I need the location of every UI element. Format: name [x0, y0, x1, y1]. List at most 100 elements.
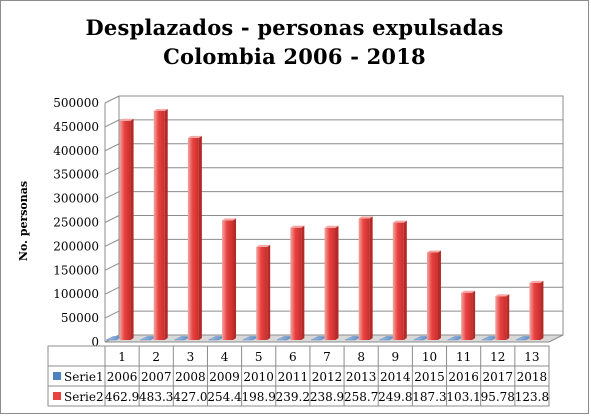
data-table-cell: 103.1 — [446, 390, 480, 404]
y-tick-label: 400000 — [53, 144, 99, 158]
data-table-cell: 427.0 — [173, 390, 207, 404]
data-table-cell: 2017 — [482, 370, 513, 384]
gridline — [104, 238, 563, 247]
bar-serie2 — [426, 252, 438, 340]
bar-serie2-top — [187, 135, 202, 138]
data-table-cell: 2009 — [209, 370, 240, 384]
data-table-cell: 123.8 — [515, 390, 549, 404]
y-tick-label: 0 — [91, 335, 99, 349]
data-table-cell: 2015 — [414, 370, 445, 384]
bar-serie2-top — [426, 250, 441, 253]
bar-serie2-side — [233, 218, 237, 340]
bar-serie2-side — [403, 220, 407, 340]
gridline — [104, 95, 563, 104]
bar-serie2 — [358, 218, 370, 340]
bar-serie2-side — [437, 250, 441, 340]
x-tick-label: 3 — [187, 350, 195, 364]
bar-serie2 — [529, 282, 541, 340]
data-table-cell: 2018 — [517, 370, 548, 384]
y-tick-label: 500000 — [53, 96, 99, 110]
bar-serie2-side — [130, 118, 134, 341]
x-tick-label: 11 — [456, 350, 471, 364]
gridline — [104, 262, 563, 271]
bar-serie2-side — [198, 135, 202, 340]
data-table-cell: 483.3 — [139, 390, 173, 404]
y-tick-label: 150000 — [53, 263, 99, 277]
bar-serie2-side — [540, 280, 544, 340]
y-tick-label: 250000 — [53, 216, 99, 230]
bar-serie2-top — [461, 290, 476, 293]
x-tick-label: 7 — [323, 350, 331, 364]
data-table-cell: 187.3 — [412, 390, 446, 404]
gridline — [104, 143, 563, 152]
data-table-cell: 198.9 — [242, 390, 276, 404]
data-table-cell: 2007 — [141, 370, 172, 384]
data-table-cell: 2013 — [346, 370, 377, 384]
x-tick-label: 2 — [152, 350, 160, 364]
bar-serie2 — [495, 296, 507, 340]
bar-serie2 — [461, 292, 473, 340]
x-tick-label: 5 — [255, 350, 263, 364]
x-tick-label: 8 — [357, 350, 365, 364]
bar-serie2-top — [529, 280, 544, 283]
data-table-cell: 2010 — [243, 370, 274, 384]
bar-serie2-side — [335, 225, 339, 340]
bar-serie2-top — [392, 220, 407, 223]
bar-serie2-top — [324, 225, 339, 228]
y-tick-label: 450000 — [53, 120, 99, 134]
bar-serie2-side — [369, 216, 373, 340]
bar-serie2 — [187, 137, 199, 340]
gridline — [104, 215, 563, 223]
chart-title-line-1: Desplazados - personas expulsadas — [85, 15, 504, 40]
data-table-cell: 2016 — [448, 370, 479, 384]
x-tick-label: 10 — [422, 350, 437, 364]
bar-serie2-top — [153, 108, 168, 111]
data-table-cell: 95.78 — [481, 390, 515, 404]
x-tick-label: 6 — [289, 350, 297, 364]
bar-serie2-top — [222, 218, 237, 221]
data-table-cell: 2014 — [380, 370, 411, 384]
x-tick-label: 13 — [524, 350, 539, 364]
data-table-cell: 2008 — [175, 370, 206, 384]
bar-serie2 — [119, 120, 131, 341]
data-table-cell: 239.2 — [276, 390, 310, 404]
gridline — [104, 310, 563, 319]
data-table-border — [47, 345, 550, 407]
data-table-cell: 238.9 — [310, 390, 344, 404]
y-tick-label: 300000 — [53, 192, 99, 206]
data-table-cell: 2012 — [312, 370, 343, 384]
legend-swatch — [53, 392, 61, 400]
y-tick-label: 50000 — [61, 311, 99, 325]
x-tick-label: 9 — [391, 350, 399, 364]
bar-serie2-side — [506, 294, 510, 340]
data-table-cell: 249.8 — [378, 390, 412, 404]
data-table-cell: 258.7 — [344, 390, 378, 404]
x-tick-label: 12 — [490, 350, 505, 364]
legend-swatch — [53, 372, 61, 380]
x-tick-label: 4 — [221, 350, 229, 364]
x-tick-label: 1 — [118, 350, 126, 364]
bar-serie2-side — [267, 244, 271, 340]
chart-title-line-2: Colombia 2006 - 2018 — [163, 44, 426, 69]
bar-serie2-side — [164, 108, 168, 340]
legend-label: Serie1 — [64, 370, 104, 384]
legend-label: Serie2 — [64, 390, 104, 404]
y-tick-label: 350000 — [53, 168, 99, 182]
bar-serie2-side — [301, 225, 305, 340]
bar-serie2 — [324, 227, 336, 340]
bar-serie2-side — [472, 290, 476, 340]
gridline — [104, 191, 563, 200]
gridline — [104, 119, 563, 128]
bar-serie2 — [222, 220, 234, 340]
bar-serie2-top — [358, 216, 373, 219]
data-table-cell: 462.9 — [105, 390, 139, 404]
data-table-cell: 254.4 — [207, 390, 242, 404]
gridline — [104, 167, 563, 176]
data-table-cell: 2011 — [278, 370, 309, 384]
data-table-cell: 2006 — [107, 370, 138, 384]
y-tick-label: 100000 — [53, 287, 99, 301]
bar-serie2 — [256, 246, 268, 340]
gridline — [104, 286, 563, 295]
